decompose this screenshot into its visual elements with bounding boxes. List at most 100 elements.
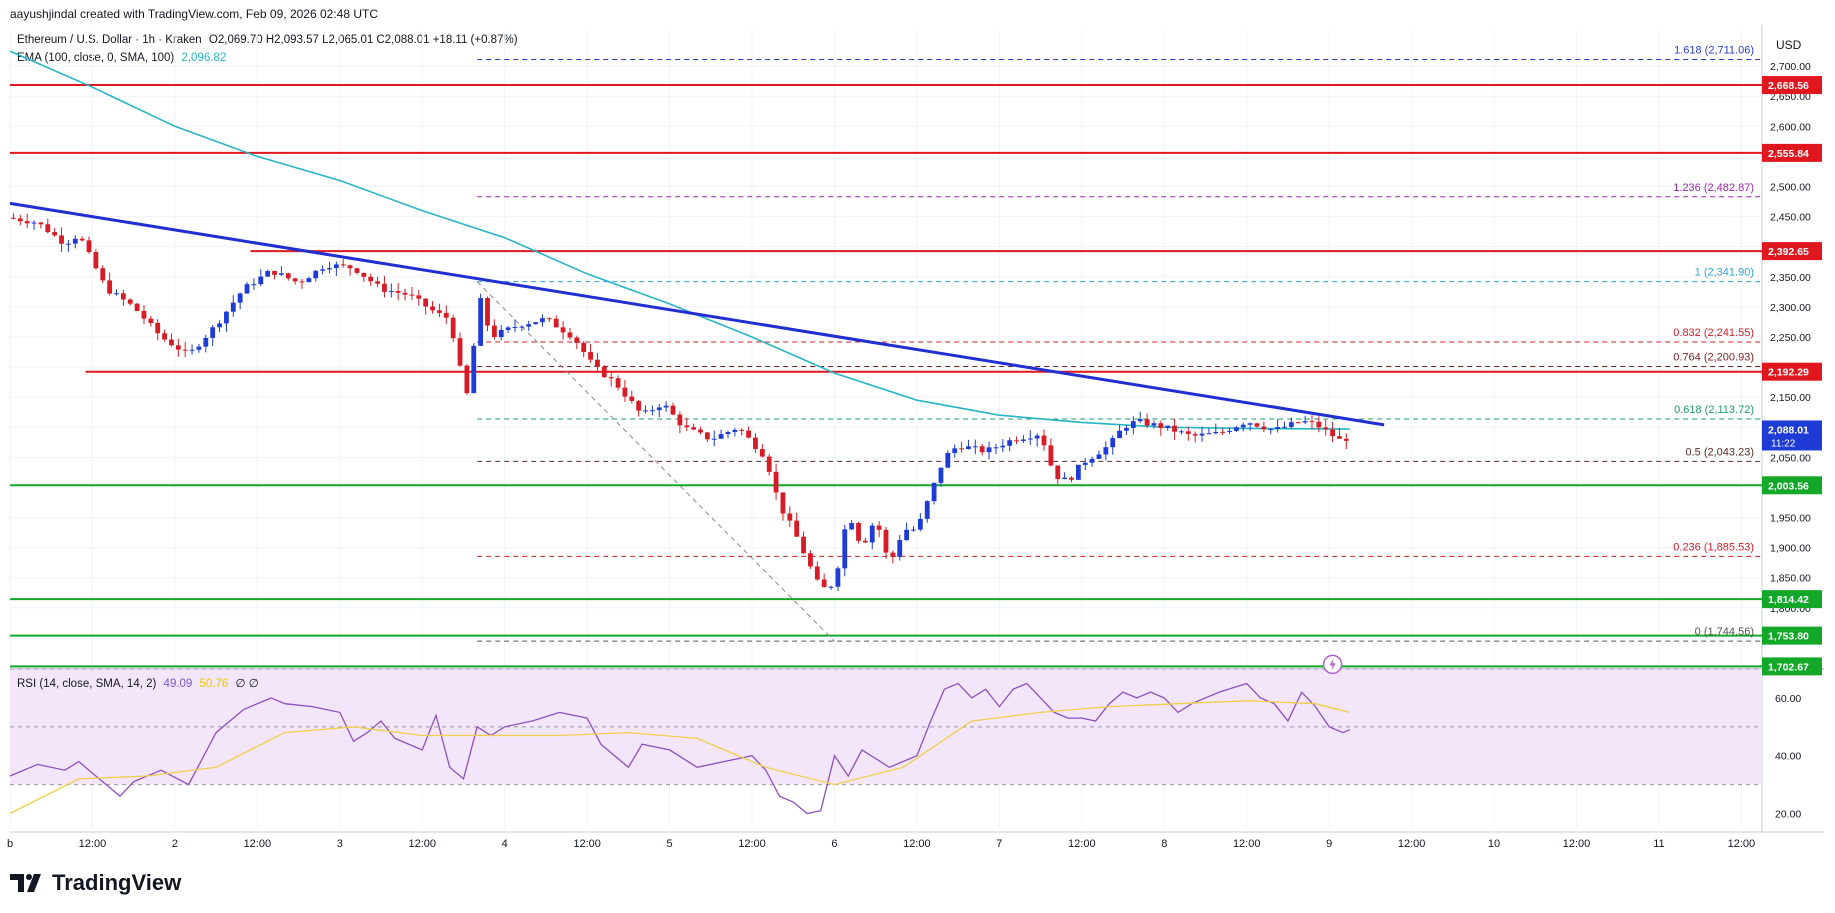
candle-body	[766, 456, 772, 472]
support-price-label: 1,814.42	[1768, 594, 1809, 606]
candle-body	[526, 324, 532, 327]
rsi-tick-label: 60.00	[1775, 693, 1801, 705]
tradingview-logo[interactable]: TradingView	[10, 870, 181, 896]
x-tick-label: 6	[831, 838, 837, 850]
candle-body	[1124, 427, 1129, 431]
x-tick-label: 5	[667, 838, 673, 850]
candle-body	[1117, 430, 1123, 439]
candle-body	[1158, 423, 1164, 428]
candle-body	[196, 346, 202, 350]
x-tick-label: 12:00	[1068, 838, 1096, 850]
x-tick-label: 12:00	[1563, 838, 1591, 850]
candle-body	[237, 293, 243, 303]
support-price-label: 1,753.80	[1768, 631, 1809, 643]
candle-body	[629, 396, 635, 402]
candle-body	[169, 339, 174, 346]
currency-label[interactable]: USD	[1776, 38, 1802, 52]
candle-body	[120, 293, 126, 300]
support-price-tag	[1762, 476, 1822, 495]
candle-body	[1089, 458, 1095, 463]
candle-body	[959, 448, 964, 450]
candle-body	[340, 264, 346, 266]
y-tick-label: 2,600.00	[1770, 121, 1811, 133]
candle-body	[107, 280, 113, 294]
ema-label[interactable]: EMA (100, close, 0, SMA, 100)	[17, 52, 175, 64]
candle-body	[388, 291, 394, 293]
candle-body	[402, 292, 408, 295]
candle-body	[175, 345, 181, 350]
x-tick-label: 12:00	[408, 838, 436, 850]
candle-body	[354, 268, 360, 273]
candle-body	[546, 318, 552, 320]
y-tick-label: 2,450.00	[1770, 212, 1811, 224]
y-tick-label: 2,150.00	[1770, 392, 1811, 404]
candle-body	[691, 427, 697, 430]
candle-body	[615, 378, 621, 388]
candle-body	[347, 265, 353, 269]
resistance-price-tag	[1762, 143, 1822, 162]
rsi-legend: RSI (14, close, SMA, 14, 2) 49.09 50.76 …	[17, 676, 259, 690]
resistance-price-label: 2,668.56	[1768, 80, 1809, 92]
lightning-bolt	[1329, 658, 1336, 671]
support-price-tag	[1762, 626, 1822, 645]
rsi-label[interactable]: RSI (14, close, SMA, 14, 2)	[17, 678, 157, 690]
candle-body	[1295, 422, 1301, 424]
x-tick-label: 12:00	[738, 838, 766, 850]
candle-body	[1268, 429, 1274, 431]
candle-body	[636, 401, 642, 411]
candle-body	[285, 273, 291, 279]
fib-label: 0.764 (2,200.93)	[1673, 351, 1754, 363]
candle-body	[718, 434, 724, 439]
fib-label: 0.236 (1,885.53)	[1673, 541, 1754, 553]
candle-body	[505, 327, 511, 330]
candle-body	[862, 540, 868, 543]
candle-body	[739, 429, 745, 431]
candle-body	[299, 281, 305, 283]
candle-body	[842, 529, 848, 569]
candle-body	[622, 387, 628, 397]
candle-body	[512, 326, 518, 328]
x-tick-label: 12:00	[903, 838, 931, 850]
candle-body	[759, 449, 765, 457]
candle-body	[224, 311, 229, 324]
rsi-tick-label: 40.00	[1775, 751, 1801, 763]
support-price-label: 1,702.67	[1768, 661, 1809, 673]
candle-body	[704, 432, 710, 440]
candle-body	[904, 529, 910, 541]
candle-body	[1302, 421, 1308, 423]
symbol-title[interactable]: Ethereum / U.S. Dollar · 1h · Kraken	[17, 34, 202, 46]
candle-body	[945, 452, 951, 468]
candle-body	[1021, 439, 1026, 441]
fib-label: 1.618 (2,711.06)	[1674, 44, 1754, 56]
candle-body	[677, 414, 683, 426]
candle-body	[79, 238, 85, 241]
ema-value: 2,096.82	[181, 52, 227, 64]
candle-body	[1165, 425, 1171, 428]
candle-body	[663, 405, 669, 408]
resistance-price-label: 2,192.29	[1768, 367, 1809, 379]
candle-body	[148, 318, 154, 323]
candle-body	[787, 513, 793, 521]
candle-body	[491, 325, 497, 338]
x-tick-label: 12:00	[244, 838, 272, 850]
candle-body	[217, 323, 222, 328]
candle-body	[567, 332, 573, 338]
candle-body	[588, 352, 593, 360]
fib-label: 1 (2,341.90)	[1695, 267, 1754, 279]
candle-body	[375, 281, 380, 284]
candle-body	[1330, 429, 1335, 437]
candle-body	[849, 523, 855, 530]
candle-body	[11, 217, 16, 219]
fib-label: 0 (1,744.56)	[1695, 626, 1754, 638]
candle-body	[382, 283, 387, 292]
candle-body	[45, 224, 51, 233]
candle-body	[698, 429, 703, 433]
candle-body	[876, 525, 882, 530]
candle-body	[780, 492, 786, 514]
candle-body	[581, 342, 587, 353]
candle-body	[979, 446, 985, 453]
candle-body	[656, 407, 662, 411]
candle-body	[938, 467, 944, 483]
fib-label: 0.618 (2,113.72)	[1674, 404, 1754, 416]
